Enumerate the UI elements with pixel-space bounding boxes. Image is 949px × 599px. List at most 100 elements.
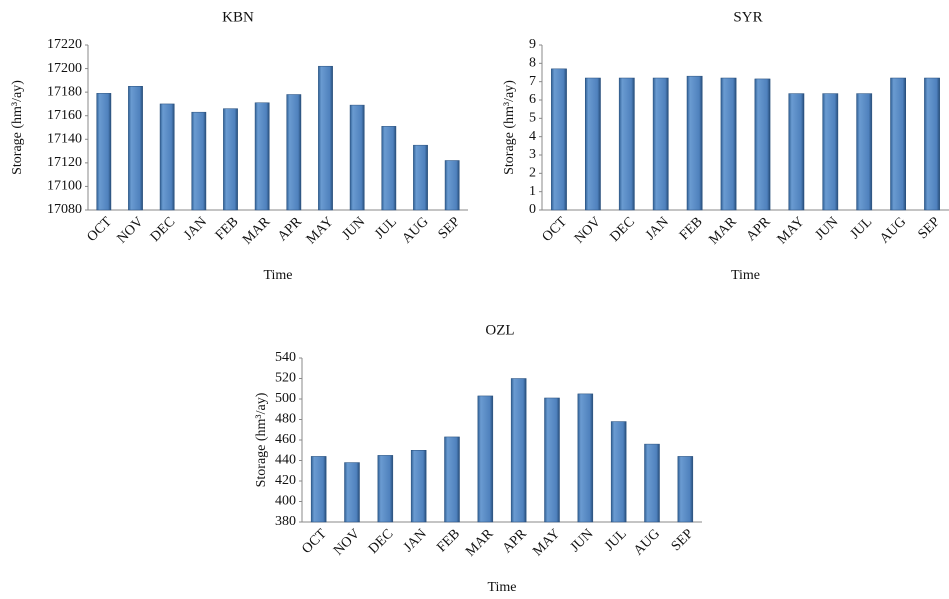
x-tick-label: JUN — [340, 214, 369, 243]
x-tick-label: SEP — [915, 214, 943, 242]
x-tick-label: DEC — [148, 214, 178, 244]
x-tick-label: JUL — [602, 526, 630, 554]
bar — [128, 86, 143, 211]
y-tick-label: 2 — [529, 166, 536, 181]
chart-title: OZL — [485, 322, 514, 338]
x-tick-label: OCT — [85, 214, 116, 245]
bar — [191, 111, 207, 211]
y-tick-label: 1 — [529, 184, 536, 199]
bar — [344, 462, 360, 523]
x-tick-label: OCT — [540, 214, 571, 245]
bar — [677, 456, 694, 523]
bar — [96, 93, 112, 211]
x-tick-label: FEB — [213, 214, 242, 243]
y-tick-label: 500 — [275, 391, 296, 406]
y-tick-label: 0 — [529, 202, 536, 217]
x-tick-label: DEC — [366, 526, 396, 556]
bar — [686, 75, 703, 211]
x-tick-label: AUG — [400, 214, 432, 246]
bar — [159, 103, 175, 211]
bar — [254, 102, 270, 211]
y-tick-label: 400 — [275, 494, 296, 509]
x-tick-label: APR — [744, 214, 774, 244]
x-tick-label: JAN — [401, 526, 430, 555]
y-tick-label: 9 — [529, 37, 536, 52]
bar — [856, 93, 873, 211]
y-tick-label: 17220 — [47, 37, 82, 52]
bar — [890, 77, 907, 211]
x-tick-label: SEP — [436, 214, 464, 242]
y-tick-label: 17120 — [47, 155, 82, 170]
x-tick-label: SEP — [669, 526, 697, 554]
y-tick-label: 7 — [529, 74, 536, 89]
x-tick-label: FEB — [677, 214, 706, 243]
x-tick-label: MAY — [530, 526, 563, 559]
bar — [788, 93, 805, 211]
bar — [510, 378, 527, 523]
y-tick-label: 8 — [529, 56, 536, 71]
bar — [413, 144, 428, 211]
bar — [349, 104, 365, 211]
y-tick-label: 4 — [529, 129, 536, 144]
x-tick-label: JUN — [568, 526, 597, 555]
y-tick-label: 17100 — [47, 179, 82, 194]
bar — [924, 77, 940, 211]
x-tick-label: AUG — [631, 526, 663, 558]
x-tick-label: JAN — [643, 214, 672, 243]
y-tick-label: 17180 — [47, 84, 82, 99]
y-tick-label: 440 — [275, 453, 296, 468]
bar — [544, 397, 560, 523]
x-tick-label: MAR — [463, 526, 497, 560]
chart-title: KBN — [222, 9, 254, 25]
bar — [377, 455, 394, 523]
bar — [584, 77, 601, 211]
x-tick-label: OCT — [299, 526, 330, 557]
x-tick-label: NOV — [572, 214, 604, 246]
x-tick-label: NOV — [115, 214, 147, 246]
y-axis-title: Storage (hm³/ay) — [10, 80, 25, 175]
y-tick-label: 540 — [275, 350, 296, 365]
bar — [754, 78, 771, 211]
x-tick-label: NOV — [331, 526, 363, 558]
x-tick-label: JUN — [813, 214, 842, 243]
y-tick-label: 480 — [275, 412, 296, 427]
x-tick-label: MAR — [240, 214, 274, 248]
bar — [286, 94, 302, 211]
x-tick-label: JAN — [181, 214, 210, 243]
x-tick-label: APR — [275, 214, 305, 244]
bar — [310, 456, 327, 523]
y-tick-label: 17080 — [47, 202, 82, 217]
bar — [381, 126, 397, 211]
y-axis-title: Storage (hm³/ay) — [254, 392, 269, 487]
x-tick-label: JUL — [372, 214, 400, 242]
y-tick-label: 6 — [529, 92, 536, 107]
y-tick-label: 17140 — [47, 132, 82, 147]
bar — [720, 77, 737, 211]
y-tick-label: 520 — [275, 371, 296, 386]
bar — [652, 77, 669, 211]
bar — [444, 160, 460, 211]
y-tick-label: 460 — [275, 432, 296, 447]
bar — [618, 77, 635, 211]
x-axis-title: Time — [263, 268, 292, 283]
y-tick-label: 3 — [529, 147, 536, 162]
bar — [410, 450, 427, 523]
x-tick-label: DEC — [607, 214, 637, 244]
bar — [822, 93, 839, 211]
x-axis-title: Time — [731, 268, 760, 283]
chart-title: SYR — [733, 9, 762, 25]
y-tick-label: 420 — [275, 473, 296, 488]
x-axis-title: Time — [487, 580, 516, 595]
bar — [610, 421, 627, 523]
bar — [318, 65, 333, 211]
y-axis-title: Storage (hm³/ay) — [502, 80, 517, 175]
y-tick-label: 17160 — [47, 108, 82, 123]
y-tick-label: 17200 — [47, 61, 82, 76]
x-tick-label: APR — [500, 526, 530, 556]
bar — [223, 108, 238, 211]
x-tick-label: FEB — [434, 526, 463, 555]
bar — [577, 393, 594, 523]
y-tick-label: 5 — [529, 111, 536, 126]
bar — [644, 443, 660, 523]
